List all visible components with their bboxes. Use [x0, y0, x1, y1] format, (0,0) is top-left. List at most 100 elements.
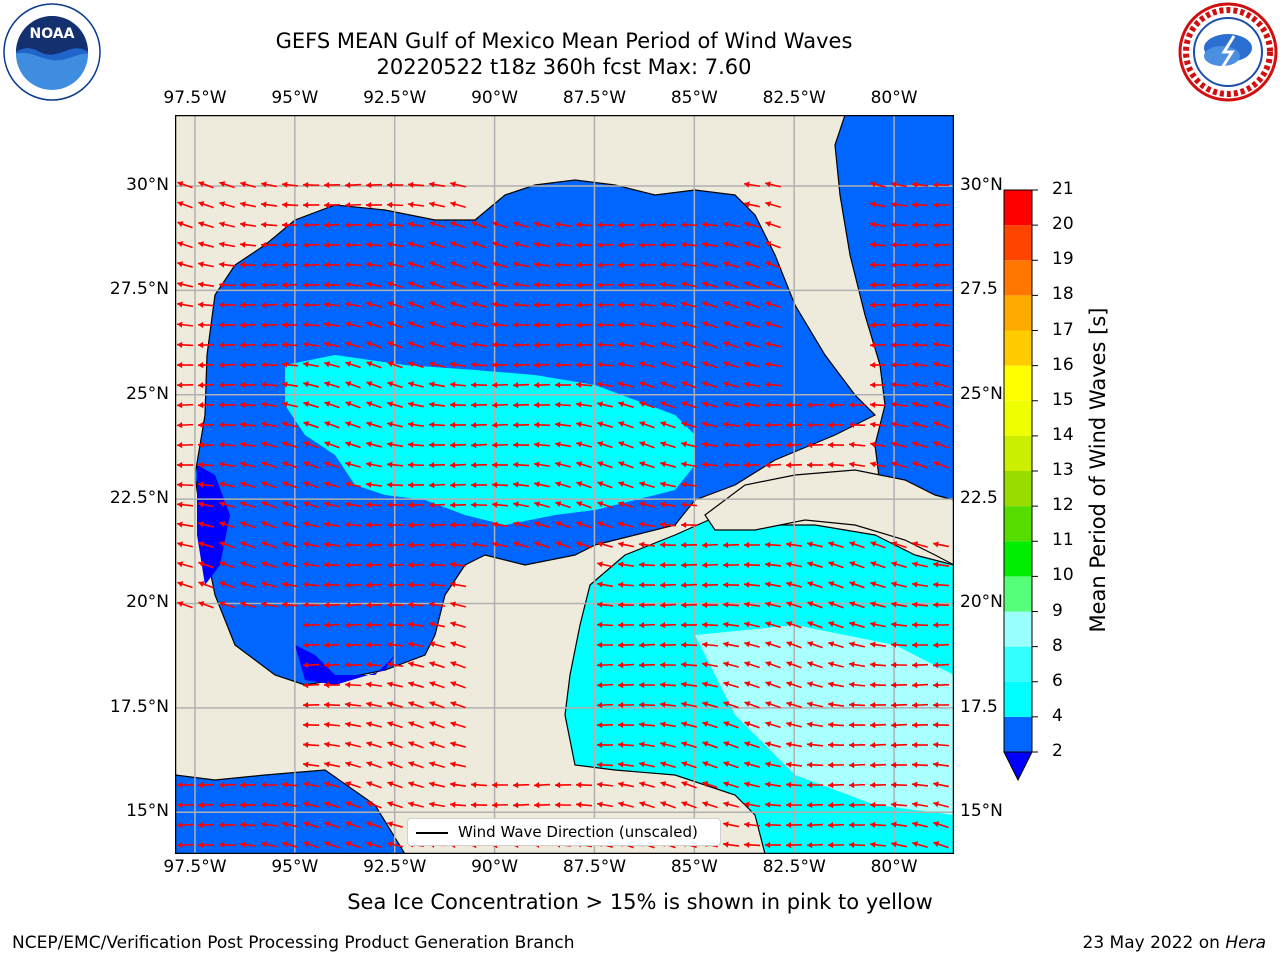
- wind-arrow: [302, 561, 320, 568]
- wind-arrow: [303, 541, 319, 548]
- wind-arrow: [722, 841, 740, 848]
- wind-arrow: [492, 541, 508, 548]
- colorbar-tick-label: 11: [1052, 530, 1074, 551]
- wind-arrow: [933, 441, 949, 449]
- wind-arrow: [450, 281, 466, 289]
- wind-arrow: [239, 261, 257, 268]
- lat-tick-label: 15°N: [126, 801, 169, 822]
- wind-arrow: [618, 381, 634, 388]
- wind-arrow: [911, 361, 929, 368]
- wind-arrow: [870, 201, 886, 208]
- wind-arrow: [890, 181, 908, 188]
- wind-arrow: [197, 501, 215, 508]
- wind-arrow: [890, 322, 908, 329]
- wind-arrow: [681, 341, 697, 349]
- footer-host: Hera: [1225, 933, 1266, 953]
- wind-arrow: [344, 622, 362, 629]
- wind-arrow: [869, 661, 887, 668]
- wind-arrow: [240, 501, 256, 509]
- wind-arrow: [744, 341, 760, 348]
- wind-arrow: [176, 422, 194, 429]
- wind-arrow: [387, 801, 403, 809]
- wind-arrow: [282, 481, 298, 489]
- wind-arrow: [492, 261, 508, 268]
- wind-arrow: [723, 341, 739, 349]
- wind-arrow: [848, 782, 866, 789]
- wind-arrow: [701, 542, 719, 549]
- wind-arrow: [680, 602, 698, 609]
- wind-arrow: [281, 361, 299, 368]
- wind-arrow: [618, 441, 634, 449]
- wind-arrow: [324, 801, 340, 809]
- wind-arrow: [218, 802, 236, 809]
- wind-arrow: [681, 721, 697, 728]
- wind-arrow: [890, 361, 908, 368]
- wind-arrow: [785, 541, 803, 548]
- wind-arrow: [366, 421, 382, 429]
- wind-arrow: [617, 281, 635, 289]
- wind-arrow: [386, 461, 404, 468]
- wind-arrow: [660, 421, 676, 429]
- wind-arrow: [827, 802, 845, 809]
- wind-arrow: [344, 241, 362, 249]
- wind-arrow: [345, 441, 361, 449]
- wind-arrow: [764, 841, 782, 849]
- wind-arrow: [744, 301, 760, 309]
- wind-arrow: [219, 201, 235, 209]
- wind-arrow: [911, 381, 929, 388]
- lon-tick-label: 92.5°W: [363, 857, 427, 877]
- wind-arrow: [491, 341, 509, 348]
- wind-arrow: [450, 641, 466, 649]
- wind-arrow: [744, 361, 760, 368]
- wind-arrow: [533, 461, 551, 468]
- wind-arrow: [533, 441, 551, 448]
- wind-arrow: [470, 501, 488, 509]
- wind-arrow: [596, 341, 614, 348]
- wind-arrow: [554, 342, 572, 349]
- wind-arrow: [387, 281, 403, 288]
- wind-arrow: [596, 361, 614, 368]
- wind-arrow: [765, 321, 781, 328]
- wind-arrow: [408, 741, 424, 749]
- wind-arrow: [890, 241, 908, 249]
- wind-arrow: [197, 382, 215, 389]
- wind-arrow: [365, 681, 383, 688]
- wind-arrow: [239, 342, 257, 349]
- wind-arrow: [407, 522, 425, 529]
- wind-arrow: [743, 841, 761, 848]
- wind-arrow: [177, 581, 193, 589]
- lat-tick-label: 22.5°N: [109, 488, 169, 509]
- wind-arrow: [744, 641, 760, 648]
- wind-arrow: [639, 761, 655, 768]
- wind-arrow: [303, 461, 319, 469]
- wind-arrow: [638, 242, 656, 249]
- wind-arrow: [513, 261, 529, 268]
- wind-arrow: [386, 521, 404, 529]
- wind-arrow: [491, 402, 509, 409]
- wind-arrow: [575, 381, 593, 388]
- wind-arrow: [366, 721, 382, 728]
- wind-arrow: [681, 801, 697, 809]
- wind-arrow: [575, 781, 593, 788]
- wind-arrow: [491, 501, 509, 508]
- wind-arrow: [681, 441, 697, 448]
- wind-arrow: [303, 401, 319, 409]
- wind-arrow: [429, 201, 445, 208]
- wind-arrow: [345, 801, 361, 809]
- wind-arrow: [260, 781, 278, 789]
- wind-arrow: [743, 381, 761, 388]
- wind-arrow: [932, 601, 950, 609]
- wind-arrow: [449, 442, 467, 449]
- wind-arrow: [176, 842, 194, 849]
- wind-arrow: [428, 441, 446, 449]
- lat-tick-label: 25°N: [126, 383, 169, 404]
- wind-arrow: [764, 381, 782, 388]
- wind-arrow: [617, 361, 635, 368]
- wind-arrow: [848, 401, 866, 409]
- wind-arrow: [470, 361, 488, 368]
- wind-arrow: [911, 341, 929, 348]
- wind-arrow: [177, 201, 193, 209]
- wind-arrow: [932, 321, 950, 328]
- wind-arrow: [344, 221, 362, 229]
- wind-arrow: [806, 842, 824, 849]
